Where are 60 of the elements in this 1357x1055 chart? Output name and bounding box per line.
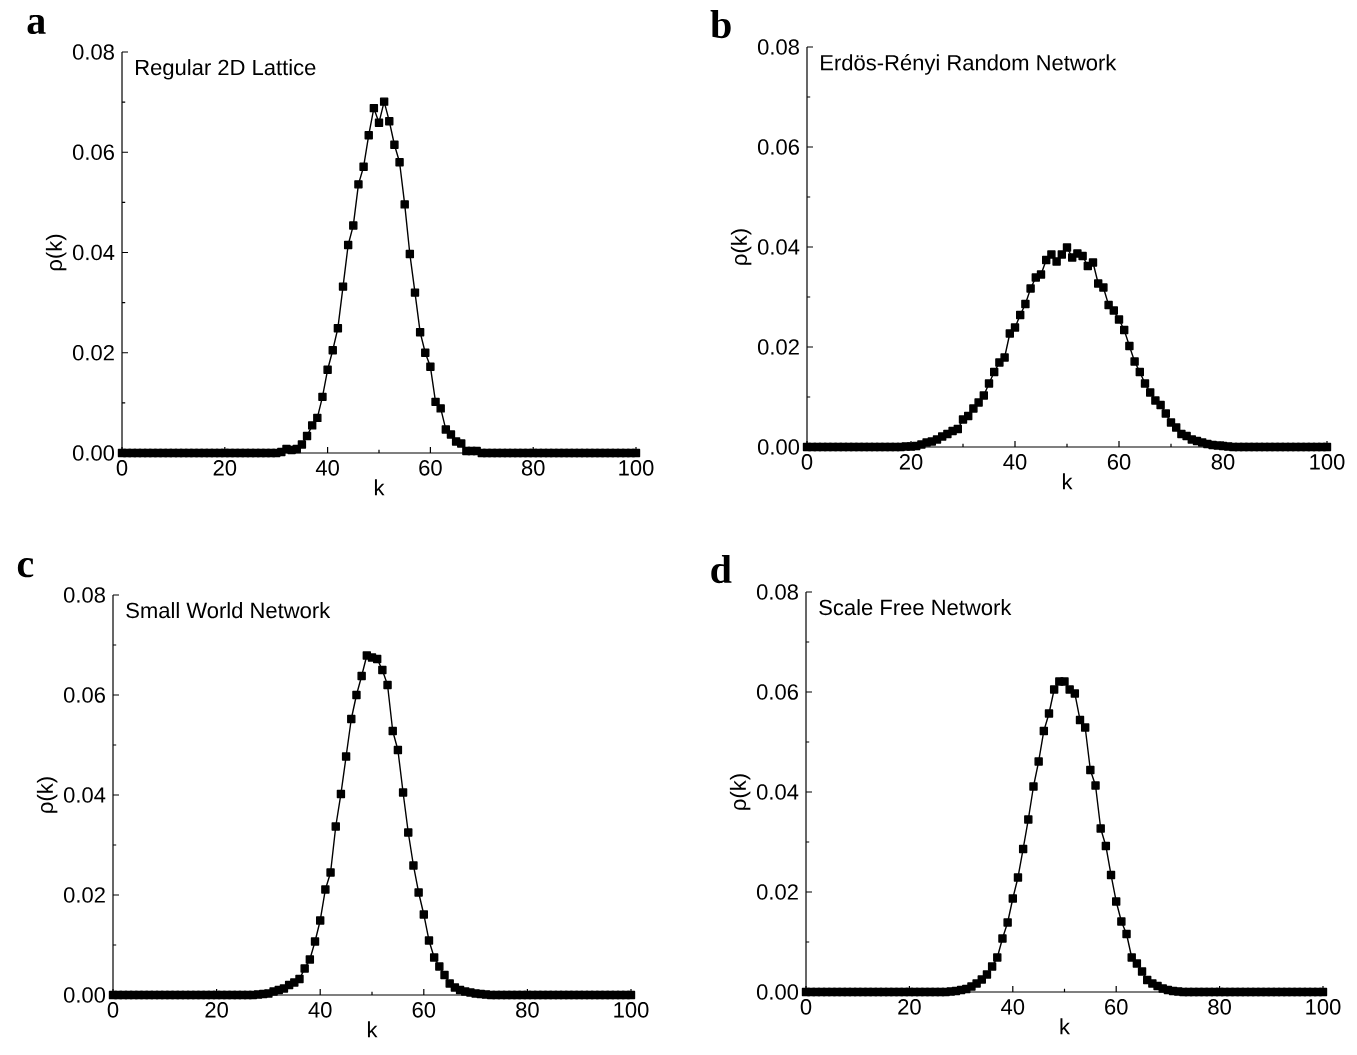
chart-title: Small World Network — [126, 602, 331, 619]
y-tick-label: 0.02 — [756, 884, 798, 900]
x-axis-title: k — [374, 479, 385, 496]
x-tick-label: 40 — [315, 460, 339, 476]
x-tick-label: 0 — [116, 460, 128, 476]
x-tick-label: 40 — [1003, 454, 1027, 470]
x-tick-label: 100 — [614, 1002, 649, 1018]
chart-title: Erdös-Rényi Random Network — [821, 54, 1117, 75]
x-tick-label: 20 — [205, 1002, 228, 1018]
text: a — [27, 14, 46, 35]
y-tick-label: 0.08 — [72, 44, 114, 60]
y-tick-label: 0.04 — [757, 239, 800, 255]
x-tick-label: 60 — [419, 460, 442, 476]
y-tick-label: 0.06 — [72, 144, 114, 161]
x-tick-label: 0 — [801, 454, 813, 470]
y-tick-label: 0.04 — [72, 244, 115, 261]
x-tick-label: 100 — [1306, 999, 1341, 1015]
x-axis-title: k — [367, 1021, 378, 1038]
y-tick-label: 0.06 — [63, 687, 105, 703]
x-tick-label: 0 — [800, 999, 812, 1015]
text: b — [710, 10, 731, 39]
x-tick-label: 0 — [107, 1002, 119, 1018]
x-tick-label: 80 — [521, 460, 545, 476]
chart-title: Regular 2D Lattice — [136, 59, 316, 80]
y-tick-label: 0.04 — [63, 787, 106, 803]
x-tick-label: 40 — [308, 1002, 332, 1018]
x-tick-label: 100 — [619, 460, 654, 476]
x-tick-label: 40 — [1001, 999, 1025, 1015]
y-axis-title: ρ(k) — [730, 229, 752, 265]
y-tick-label: 0.06 — [757, 139, 799, 155]
text: d — [711, 555, 732, 584]
y-tick-label: 0.02 — [757, 339, 799, 355]
text: c — [17, 558, 34, 578]
x-tick-label: 20 — [898, 999, 921, 1015]
x-tick-label: 80 — [516, 1002, 539, 1018]
y-tick-label: 0.08 — [63, 587, 105, 603]
y-tick-label: 0.04 — [756, 784, 799, 800]
y-tick-label: 0.02 — [72, 344, 114, 361]
y-tick-label: 0.00 — [756, 984, 799, 1000]
x-axis-title: k — [1062, 473, 1073, 490]
y-tick-label: 0.00 — [757, 439, 800, 455]
x-tick-label: 60 — [1105, 999, 1128, 1015]
y-tick-label: 0.02 — [63, 887, 105, 903]
x-tick-label: 60 — [412, 1002, 436, 1018]
x-tick-label: 80 — [1208, 999, 1231, 1015]
y-tick-label: 0.08 — [757, 39, 799, 55]
y-tick-label: 0.06 — [756, 684, 798, 700]
y-axis-title: ρ(k) — [36, 777, 58, 813]
x-tick-label: 60 — [1107, 454, 1131, 470]
x-tick-label: 20 — [213, 460, 237, 476]
y-axis-title: ρ(k) — [729, 774, 751, 810]
y-axis-title: ρ(k) — [45, 234, 67, 271]
y-tick-label: 0.08 — [756, 584, 798, 600]
x-axis-title: k — [1060, 1018, 1071, 1035]
y-tick-label: 0.00 — [72, 445, 115, 461]
x-tick-label: 20 — [899, 454, 923, 470]
x-tick-label: 100 — [1310, 454, 1345, 470]
chart-title: Scale Free Network — [819, 599, 1012, 616]
x-tick-label: 80 — [1211, 454, 1235, 470]
y-tick-label: 0.00 — [63, 987, 106, 1003]
